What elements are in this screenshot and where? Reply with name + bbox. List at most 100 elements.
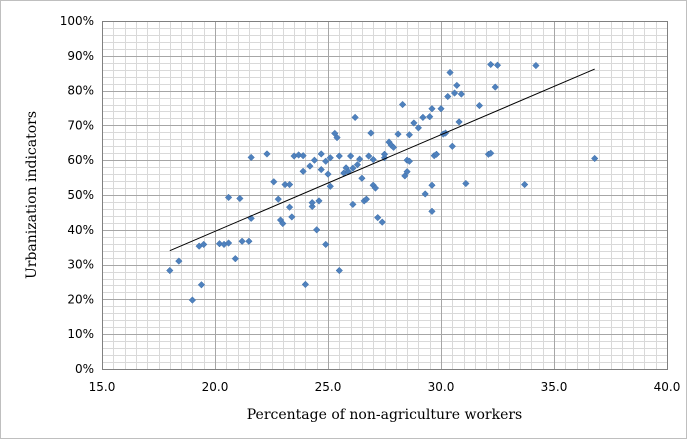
data-point: [437, 105, 445, 113]
data-point: [380, 150, 389, 158]
y-tick-label: 40%: [67, 223, 94, 237]
data-point: [369, 155, 377, 164]
data-point: [374, 213, 382, 222]
x-tick-label: 20.0: [202, 380, 229, 394]
data-point: [371, 184, 380, 192]
data-point: [428, 207, 436, 216]
y-axis-tick-labels: 0% 10% 20% 30% 40% 50% 60% 70% 80% 90% 100%: [60, 14, 94, 376]
data-point: [335, 152, 343, 160]
data-point: [315, 197, 323, 205]
data-point: [317, 165, 325, 174]
y-tick-label: 10%: [67, 327, 94, 341]
data-point: [324, 170, 332, 178]
x-tick-label: 15.0: [89, 380, 116, 394]
y-tick-label: 100%: [60, 14, 94, 28]
data-point: [263, 150, 271, 158]
data-point: [432, 150, 441, 158]
y-tick-label: 60%: [67, 153, 94, 167]
data-point: [453, 81, 461, 90]
data-point: [285, 180, 294, 189]
data-point: [299, 152, 307, 160]
x-tick-label: 30.0: [428, 380, 455, 394]
data-point: [326, 154, 334, 162]
data-point: [487, 149, 495, 157]
data-point: [365, 152, 373, 160]
data-point: [389, 143, 398, 151]
data-point: [215, 240, 224, 248]
data-point: [421, 190, 429, 198]
data-point: [428, 181, 436, 189]
data-point: [288, 213, 296, 221]
data-point: [410, 119, 418, 127]
data-point: [245, 237, 253, 245]
y-tick-label: 80%: [67, 84, 94, 98]
data-point: [414, 124, 423, 132]
data-point: [279, 219, 287, 228]
data-point: [349, 164, 357, 172]
data-point: [403, 168, 411, 176]
data-point: [446, 68, 454, 77]
data-point: [455, 118, 463, 126]
data-point: [310, 156, 319, 164]
y-tick-label: 90%: [67, 49, 94, 63]
data-point: [346, 152, 355, 160]
data-point: [335, 266, 343, 275]
data-point: [358, 174, 366, 182]
data-point: [591, 154, 599, 163]
data-point: [236, 194, 244, 203]
data-point: [475, 101, 484, 110]
data-point: [308, 202, 316, 211]
data-point: [520, 180, 529, 189]
data-point: [367, 129, 375, 137]
data-point: [274, 195, 282, 203]
y-tick-label: 50%: [67, 188, 94, 202]
data-point: [353, 161, 362, 169]
data-point: [285, 203, 294, 211]
data-point: [487, 60, 495, 69]
data-point: [351, 113, 359, 122]
data-point: [326, 182, 334, 190]
y-tick-label: 30%: [67, 258, 94, 272]
data-point: [405, 157, 414, 165]
data-point: [428, 105, 436, 113]
data-point: [355, 155, 364, 163]
data-point: [270, 178, 278, 186]
data-point: [313, 226, 321, 234]
data-point: [317, 150, 325, 158]
data-point: [306, 162, 314, 170]
x-axis-title: Percentage of non-agriculture workers: [247, 407, 522, 423]
data-point: [457, 90, 465, 98]
data-points: [166, 60, 599, 304]
data-point: [247, 153, 255, 162]
data-point: [224, 239, 233, 247]
data-point: [349, 200, 357, 209]
data-point: [426, 113, 434, 121]
data-point: [394, 130, 402, 138]
y-tick-label: 0%: [75, 362, 94, 376]
data-point: [491, 83, 499, 91]
plot-area-border: [102, 21, 668, 370]
x-tick-label: 35.0: [541, 380, 568, 394]
trendline: [169, 68, 595, 252]
data-point: [448, 142, 456, 150]
data-point: [299, 167, 307, 175]
data-point: [188, 296, 197, 304]
x-axis-tick-labels: 15.0 20.0 25.0 30.0 35.0 40.0: [89, 380, 681, 394]
data-point: [322, 240, 330, 249]
data-point: [175, 257, 183, 265]
data-point: [405, 131, 414, 139]
x-tick-label: 40.0: [654, 380, 681, 394]
data-point: [532, 61, 540, 70]
data-point: [493, 61, 502, 69]
x-tick-label: 25.0: [315, 380, 342, 394]
data-point: [294, 151, 303, 159]
data-point: [344, 168, 352, 176]
data-point: [398, 100, 407, 109]
data-point: [200, 240, 208, 249]
y-tick-label: 20%: [67, 292, 94, 306]
data-point: [308, 199, 316, 207]
data-point: [450, 89, 459, 97]
data-point: [197, 281, 206, 289]
